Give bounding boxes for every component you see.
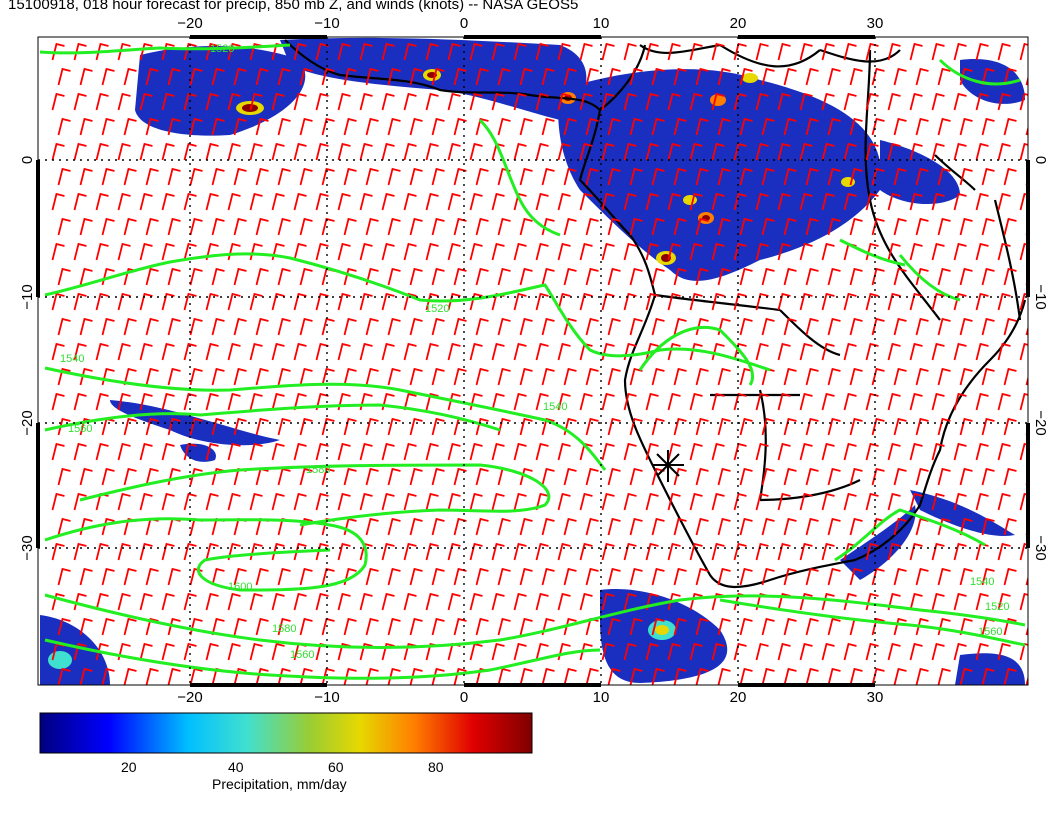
contour-label: 1560: [68, 423, 92, 435]
lon-tick-label: 20: [730, 15, 747, 32]
lat-tick-label: −20: [19, 410, 36, 435]
colorbar-tick: 60: [328, 759, 344, 775]
contour-label: 1560: [290, 649, 314, 661]
lat-tick-label: 0: [1032, 156, 1049, 164]
contour-label: 1540: [543, 401, 567, 413]
lon-tick-label: 30: [867, 689, 884, 706]
lon-tick-label: −10: [314, 15, 339, 32]
lon-tick-label: −10: [314, 689, 339, 706]
location-marker: [652, 450, 684, 482]
lon-tick-label: −20: [177, 15, 202, 32]
colorbar-gradient: [39, 712, 533, 754]
wind-barb-field: [51, 42, 1028, 685]
contour-label: 1540: [970, 576, 994, 588]
lon-tick-label: 0: [460, 689, 468, 706]
colorbar: [39, 712, 533, 754]
lat-tick-label: −30: [1032, 535, 1049, 560]
contour-label: 1520: [425, 303, 449, 315]
contour-label: 1560: [978, 626, 1002, 638]
height-contours: [39, 43, 1026, 680]
lat-tick-label: −20: [1032, 410, 1049, 435]
colorbar-tick: 80: [428, 759, 444, 775]
lon-tick-label: 0: [460, 15, 468, 32]
lat-tick-label: −10: [1032, 284, 1049, 309]
contour-label: 1580: [272, 623, 296, 635]
map-title: 15100918, 018 hour forecast for precip, …: [8, 0, 579, 13]
colorbar-tick: 20: [121, 759, 137, 775]
lat-tick-label: −10: [19, 284, 36, 309]
wind-barbs: [51, 42, 1028, 685]
lat-labels-right: 0 −10 −20 −30: [1032, 156, 1049, 561]
lon-tick-label: −20: [177, 689, 202, 706]
lon-labels-bottom: −20 −10 0 10 20 30: [177, 689, 883, 706]
contour-label: 1520: [985, 601, 1009, 613]
lon-tick-label: 30: [867, 15, 884, 32]
coastlines: [284, 39, 1027, 589]
lon-tick-label: 10: [593, 689, 610, 706]
lon-tick-label: 20: [730, 689, 747, 706]
contour-label: 1600: [228, 581, 252, 593]
lat-labels-left: 0 −10 −20 −30: [19, 156, 36, 561]
lon-labels-top: −20 −10 0 10 20 30: [177, 15, 883, 32]
map-frame: [36, 35, 1030, 687]
graticule: [38, 37, 1028, 685]
contour-label: 1540: [60, 353, 84, 365]
contour-label: 1520: [210, 43, 234, 55]
lon-tick-label: 10: [593, 15, 610, 32]
lat-tick-label: 0: [19, 156, 36, 164]
colorbar-tick: 40: [228, 759, 244, 775]
colorbar-label: Precipitation, mm/day: [212, 776, 347, 792]
contour-labels: 1520 1520 1540 1540 1560 1580 1600 1580 …: [60, 43, 1009, 661]
precipitation-layer: [40, 37, 1025, 685]
lat-tick-label: −30: [19, 535, 36, 560]
contour-label: 1580: [306, 464, 330, 476]
